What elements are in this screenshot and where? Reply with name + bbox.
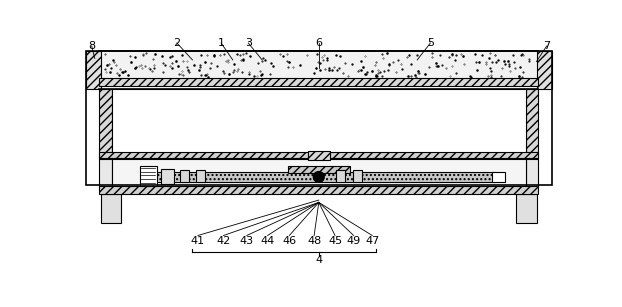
Text: 46: 46 (282, 236, 297, 246)
Bar (162, 169, 174, 184)
Bar (85, 51, 101, 89)
Bar (100, 186, 538, 194)
Bar (526, 158, 538, 188)
Bar (537, 51, 552, 89)
Text: 5: 5 (427, 38, 434, 48)
Bar (100, 89, 112, 158)
Text: 43: 43 (239, 236, 254, 246)
Bar (288, 166, 350, 173)
Text: 6: 6 (315, 38, 322, 48)
Bar (100, 158, 112, 188)
Text: 7: 7 (543, 41, 550, 51)
Text: 45: 45 (328, 236, 342, 246)
Text: 44: 44 (261, 236, 275, 246)
Text: 2: 2 (174, 38, 180, 48)
Bar (100, 78, 538, 86)
Bar (526, 89, 538, 158)
Bar (308, 151, 330, 160)
Bar (85, 51, 552, 185)
Text: 47: 47 (365, 236, 379, 246)
Text: 41: 41 (191, 236, 205, 246)
Bar (112, 158, 526, 188)
Text: 49: 49 (346, 236, 361, 246)
Bar (100, 152, 538, 158)
Circle shape (313, 172, 324, 182)
Bar (516, 194, 537, 223)
Bar (100, 51, 538, 80)
Text: 48: 48 (307, 236, 321, 246)
Bar (336, 170, 345, 182)
Bar (101, 194, 121, 223)
Text: 8: 8 (88, 41, 95, 51)
Bar (353, 170, 362, 182)
Bar (195, 170, 205, 182)
Bar (140, 166, 157, 186)
Text: 1: 1 (218, 38, 225, 48)
Text: 42: 42 (216, 236, 231, 246)
Bar (180, 170, 189, 182)
Bar (142, 172, 496, 182)
Text: 3: 3 (244, 38, 252, 48)
Bar (493, 172, 505, 182)
Bar (112, 89, 526, 158)
Text: 4: 4 (315, 255, 322, 265)
